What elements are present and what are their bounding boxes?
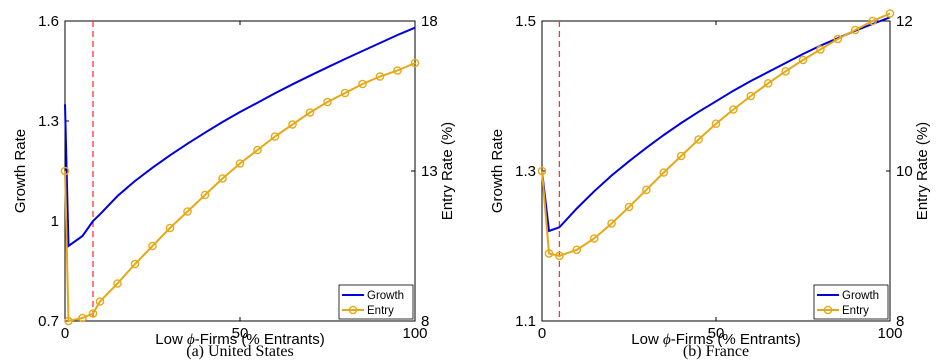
data-point-entry [642, 185, 651, 195]
legend-marker-entry [348, 305, 358, 315]
data-point-entry [781, 67, 790, 76]
y-left-tick-label: 1.5 [515, 13, 536, 30]
y-right-tick-label: 8 [421, 313, 429, 330]
data-point-entry [323, 97, 332, 107]
data-point-entry [358, 79, 367, 89]
plot-frame [64, 20, 416, 322]
y-right-axis-label: Entry Rate (%) [914, 122, 931, 220]
y-right-axis-label: Entry Rate (%) [439, 122, 456, 220]
plot-frame [541, 20, 891, 322]
data-point-entry [555, 251, 564, 261]
data-point-entry [60, 166, 70, 176]
data-point-entry [95, 297, 105, 306]
series-line-growth [541, 16, 891, 233]
data-point-entry [868, 16, 877, 26]
data-point-entry [200, 190, 210, 200]
x-axis-label-prefix: Low [155, 331, 187, 348]
data-point-entry [288, 120, 297, 129]
data-point-entry [88, 309, 98, 318]
data-point-entry [165, 223, 175, 233]
legend-marker-entry [823, 305, 833, 315]
legend-label-entry: Entry [367, 305, 394, 317]
data-point-entry [130, 259, 140, 269]
y-right-tick-label: 8 [896, 313, 904, 330]
series-line-entry [541, 12, 891, 257]
chart-panel-1: 0 50 100 1.1 1.3 1.5 8 10 12 Growth Entry Low ϕ-Fir… [489, 9, 931, 360]
data-point-entry [235, 159, 245, 168]
y-left-tick-label: 1.6 [38, 13, 59, 30]
data-point-entry [78, 313, 87, 323]
data-point-entry [218, 174, 227, 183]
data-point-entry [253, 145, 262, 155]
chart-panel-0: 0 50 100 0.7 1 1.3 1.6 8 13 18 Growth Entry Low ϕ-Fi… [12, 13, 456, 360]
subfigure-caption: (a) United States [186, 343, 294, 360]
x-tick-label: 100 [402, 325, 427, 342]
x-axis-label-prefix: Low [631, 331, 663, 348]
data-point-entry [64, 316, 73, 326]
data-point-entry [746, 91, 756, 101]
y-right-tick-label: 13 [421, 163, 438, 180]
x-axis-label-phi: ϕ [187, 332, 195, 348]
y-left-tick-label: 1.3 [515, 163, 536, 180]
x-tick-label: 0 [61, 325, 69, 342]
data-point-entry [183, 207, 192, 216]
series-line-entry [64, 62, 416, 323]
data-point-entry [729, 105, 738, 114]
x-axis-label-phi: ϕ [663, 332, 671, 348]
x-tick-label: 100 [877, 325, 902, 342]
x-tick-label: 50 [232, 325, 249, 342]
data-point-entry [270, 132, 280, 141]
x-tick-label: 50 [708, 325, 725, 342]
y-left-tick-label: 1.3 [38, 113, 59, 130]
data-point-entry [572, 245, 582, 255]
data-point-entry [305, 108, 315, 117]
data-point-entry [410, 58, 420, 68]
legend-label-growth: Growth [367, 290, 404, 302]
x-axis-label: Low ϕ-Firms (% Entrants) [631, 331, 800, 348]
x-axis-label-suffix: -Firms (% Entrants) [671, 331, 801, 348]
data-point-entry [544, 249, 554, 258]
data-point-entry [694, 135, 703, 144]
data-point-entry [885, 9, 895, 18]
data-point-entry [589, 234, 599, 243]
data-point-entry [816, 45, 825, 54]
data-point-entry [624, 202, 634, 212]
data-point-entry [711, 119, 721, 128]
y-right-tick-label: 12 [896, 13, 913, 30]
data-point-entry [607, 219, 616, 228]
legend-label-growth: Growth [842, 290, 879, 302]
y-left-tick-label: 1.1 [515, 313, 536, 330]
data-point-entry [148, 241, 157, 251]
data-point-entry [113, 279, 122, 288]
data-point-entry [659, 168, 669, 177]
data-point-entry [763, 79, 773, 88]
y-right-tick-label: 10 [896, 163, 913, 180]
data-point-entry [833, 34, 843, 44]
y-left-axis-label: Growth Rate [12, 129, 29, 213]
subfigure-caption: (b) France [683, 343, 749, 360]
data-point-entry [850, 25, 860, 35]
data-point-entry [798, 55, 808, 65]
data-point-entry [537, 166, 547, 176]
y-left-tick-label: 1 [51, 213, 59, 230]
data-point-entry [676, 151, 686, 161]
legend-label-entry: Entry [842, 305, 869, 317]
x-axis-label: Low ϕ-Firms (% Entrants) [155, 331, 324, 348]
data-point-entry [375, 72, 385, 81]
y-left-tick-label: 0.7 [38, 313, 59, 330]
y-right-tick-label: 18 [421, 13, 438, 30]
x-axis-label-suffix: -Firms (% Entrants) [195, 331, 325, 348]
data-point-entry [340, 88, 350, 98]
data-point-entry [393, 66, 402, 75]
x-tick-label: 0 [538, 325, 546, 342]
series-line-growth [64, 26, 416, 248]
y-left-axis-label: Growth Rate [489, 129, 506, 213]
